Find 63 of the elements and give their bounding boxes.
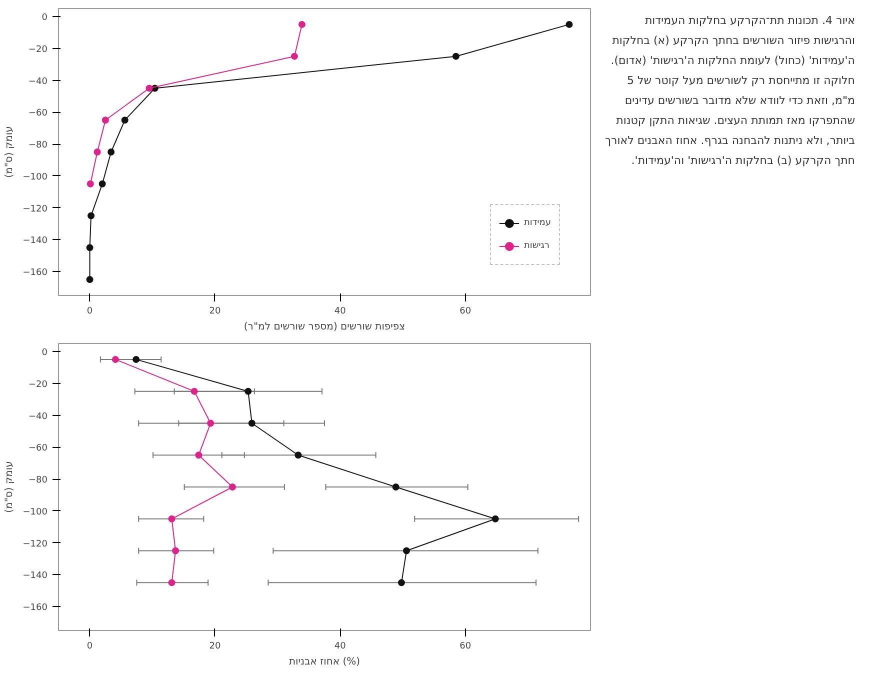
point (172, 547, 180, 554)
point (228, 484, 236, 490)
point (248, 420, 256, 427)
point (566, 20, 573, 28)
y-tick-label: −120 (22, 204, 48, 214)
x-tick-label: 40 (334, 306, 346, 316)
point (298, 20, 306, 28)
x-tick-label: 0 (86, 306, 93, 316)
y-tick-label: −140 (22, 236, 48, 246)
y-axis-title: עומק (ס"מ) (4, 461, 15, 513)
point (402, 547, 410, 554)
point (294, 452, 302, 459)
y-tick-label: −160 (22, 268, 48, 278)
y-tick-label: −60 (28, 108, 48, 119)
x-tick-label: 0 (86, 642, 93, 652)
y-tick-label: −80 (28, 476, 48, 486)
text: איור 4. תכונות תת־הקרקע בחלקות העמידות והרגישות פיזור השורשים בחתך הקרקע (א) בחלקות ה'עמידות' (כחול) לעומת החלקות ה'רגישות' (אדום). חלוקה זו מתייחסת רק לשורשים מעל קוטר של 5 מ"מ, וזאת כדי לוודא שלא מדובר בשורשים עדינים שהתפרקו מאז תמותת העצים. שגיאות התקן קטנות ביותר, ולא ניתנות להבחנה בגרף. אחוז האבנים לאורך חתך הקרקע (ב) בחלקות ה'רגישות' וה'עמידות'. (605, 13, 855, 169)
point (452, 52, 460, 60)
y-tick-label: −80 (28, 140, 48, 151)
y-tick-label: −40 (28, 412, 48, 422)
point (190, 388, 198, 395)
point (108, 148, 115, 156)
point (132, 356, 140, 363)
point (168, 579, 176, 586)
x-tick-label: 60 (460, 306, 472, 316)
y-tick-label: −100 (22, 507, 48, 518)
point (290, 52, 298, 60)
point (195, 452, 202, 459)
x-tick-label: 20 (209, 642, 221, 652)
point (98, 180, 106, 188)
point (86, 276, 94, 284)
y-tick-label: −40 (28, 76, 48, 87)
y-tick-label: −100 (22, 172, 48, 182)
y-tick-label: −20 (28, 380, 48, 390)
y-tick-label: −160 (22, 603, 48, 614)
y-tick-label: −60 (28, 444, 48, 454)
y-tick-label: −20 (28, 44, 48, 55)
point (121, 116, 128, 124)
point (88, 212, 95, 220)
y-tick-label: 0 (42, 348, 48, 358)
legend-label: רגישות (524, 241, 550, 251)
x-axis-title: צפיפות שורשים (מספר שורשים למ"ר) (244, 322, 406, 332)
point (94, 148, 101, 156)
legend-label: עמידות (524, 218, 551, 228)
x-tick-label: 20 (209, 306, 221, 316)
y-tick-label: −120 (22, 539, 48, 550)
point (398, 579, 405, 586)
point (492, 515, 499, 522)
x-tick-label: 40 (334, 642, 346, 652)
point (392, 484, 400, 490)
point (112, 356, 119, 363)
point (86, 180, 94, 188)
y-tick-label: −140 (22, 571, 48, 582)
y-axis-title: עומק (ס"מ) (4, 126, 15, 178)
point (102, 116, 109, 124)
point (168, 515, 176, 522)
point (244, 388, 252, 395)
x-tick-label: 60 (460, 642, 472, 652)
point (207, 420, 214, 427)
x-axis-title: אחוז אבניות (%) (288, 656, 360, 668)
point (86, 244, 94, 252)
point (146, 84, 153, 92)
y-tick-label: 0 (42, 12, 48, 23)
